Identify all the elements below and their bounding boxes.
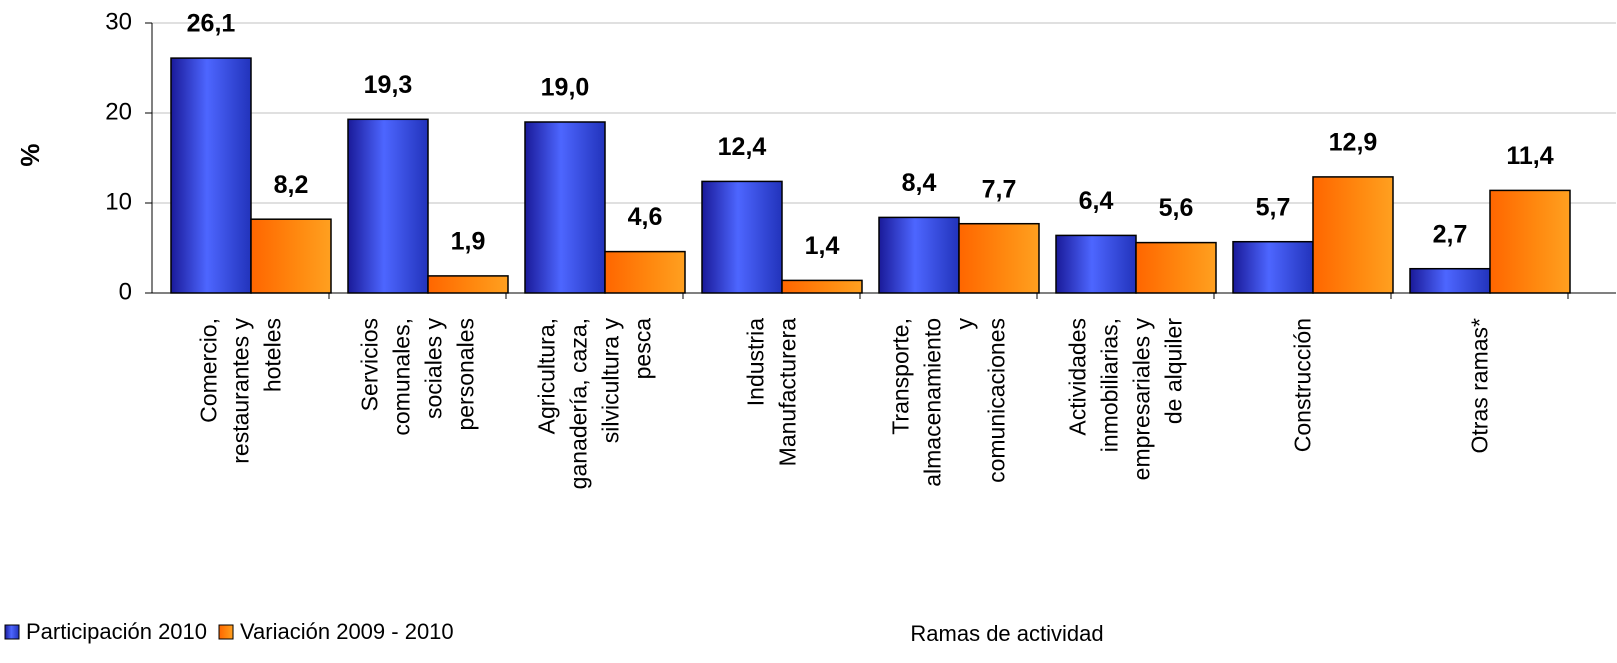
bar xyxy=(958,222,1040,294)
x-tick-label-line: ganadería, caza, xyxy=(566,318,592,489)
y-axis-title: % xyxy=(15,143,45,166)
bar xyxy=(1409,267,1491,294)
x-tick-label-line: empresariales y xyxy=(1129,318,1155,481)
value-label: 8,2 xyxy=(274,171,309,199)
x-tick-label: Construcción xyxy=(1290,318,1316,452)
bar xyxy=(427,275,509,294)
x-tick-label-line: Industria xyxy=(743,318,769,406)
x-tick-label-line: hoteles xyxy=(260,318,286,392)
y-tick-label: 0 xyxy=(119,278,132,305)
bar xyxy=(1232,240,1314,294)
bar xyxy=(781,279,863,294)
x-tick-label-line: almacenamiento xyxy=(920,318,946,487)
x-tick-label-line: silvicultura y xyxy=(598,318,624,444)
x-tick-label-line: y xyxy=(952,318,978,330)
legend-label: Variación 2009 - 2010 xyxy=(240,619,454,644)
bar xyxy=(1055,234,1137,294)
legend-swatch xyxy=(4,624,20,640)
value-label: 12,9 xyxy=(1329,129,1378,157)
x-tick-label: Servicios comunales, sociales y personales xyxy=(357,318,479,436)
x-tick-label-line: sociales y xyxy=(421,318,447,419)
legend-swatch xyxy=(218,624,234,640)
x-tick-label: Agricultura, ganadería, caza, silvicultura… xyxy=(534,318,656,490)
x-tick-label: Actividades inmobiliarias, empresariales y… xyxy=(1065,318,1187,481)
value-label: 5,6 xyxy=(1159,194,1194,222)
value-label: 2,7 xyxy=(1433,220,1468,248)
bar xyxy=(250,218,332,294)
x-tick-label: Otras ramas* xyxy=(1467,318,1493,454)
x-tick-label-line: Construcción xyxy=(1290,318,1316,452)
x-tick-label-line: Otras ramas* xyxy=(1467,318,1493,454)
value-label: 8,4 xyxy=(902,169,937,197)
value-label: 4,6 xyxy=(628,203,663,231)
legend-label: Participación 2010 xyxy=(26,619,207,644)
value-label: 26,1 xyxy=(187,10,236,38)
bar xyxy=(878,216,960,294)
x-tick-label-line: Comercio, xyxy=(196,318,222,423)
x-tick-label-line: pesca xyxy=(630,318,656,380)
x-tick-label-line: personales xyxy=(453,318,479,431)
bar xyxy=(1312,176,1394,294)
bar xyxy=(1135,241,1217,294)
bar xyxy=(1489,189,1571,294)
bar xyxy=(604,250,686,294)
y-tick-label: 20 xyxy=(105,98,132,125)
x-tick-label-line: Agricultura, xyxy=(534,318,560,434)
value-label: 12,4 xyxy=(718,133,767,161)
x-tick-label-line: comunales, xyxy=(389,318,415,436)
x-tick-label-line: Transporte, xyxy=(888,318,914,435)
x-tick-label: Transporte, almacenamiento y comunicaciones xyxy=(888,318,1010,487)
x-tick-label-line: Actividades xyxy=(1065,318,1091,436)
bar xyxy=(170,57,252,294)
x-tick-label-line: inmobiliarias, xyxy=(1097,318,1123,452)
bar xyxy=(347,118,429,294)
x-tick-label: Industria Manufacturera xyxy=(743,318,801,467)
value-label: 1,4 xyxy=(805,232,840,260)
x-tick-label-line: restaurantes y xyxy=(228,318,254,464)
value-label: 1,9 xyxy=(451,228,486,256)
value-label: 19,3 xyxy=(364,71,413,99)
x-tick-label: Comercio, restaurantes y hoteles xyxy=(196,318,286,464)
x-tick-label-line: comunicaciones xyxy=(984,318,1010,483)
value-label: 7,7 xyxy=(982,175,1017,203)
bar xyxy=(701,180,783,294)
x-tick-label-line: de alquiler xyxy=(1161,318,1187,424)
y-tick-label: 30 xyxy=(105,8,132,35)
value-label: 6,4 xyxy=(1079,187,1114,215)
x-tick-label-line: Manufacturera xyxy=(775,318,801,467)
x-axis-title: Ramas de actividad xyxy=(910,621,1103,646)
y-tick-label: 10 xyxy=(105,188,132,215)
value-label: 11,4 xyxy=(1506,142,1553,170)
x-tick-label-line: Servicios xyxy=(357,318,383,411)
bar xyxy=(524,121,606,294)
value-label: 19,0 xyxy=(541,74,590,102)
value-label: 5,7 xyxy=(1256,193,1291,221)
